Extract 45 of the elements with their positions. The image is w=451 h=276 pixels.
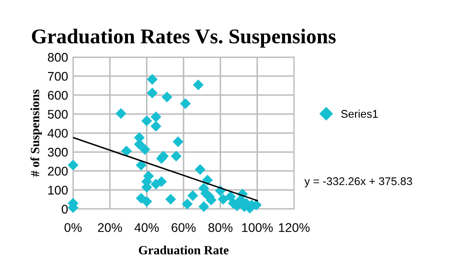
point bbox=[146, 88, 158, 98]
point bbox=[162, 92, 172, 102]
y-tick-label: 500 bbox=[48, 110, 68, 119]
x-tick-label: 100% bbox=[242, 223, 273, 232]
x-tick-label: 120% bbox=[279, 223, 310, 232]
x-tick-label: 0% bbox=[64, 223, 82, 232]
x-tick-label: 60% bbox=[172, 223, 196, 232]
chart-title: Graduation Rates Vs. Suspensions bbox=[32, 28, 336, 48]
point bbox=[156, 176, 167, 187]
text: y = -332.26x + 375.83 bbox=[304, 177, 412, 188]
y-tick-label: 200 bbox=[48, 166, 68, 176]
y-tick-label: 400 bbox=[48, 128, 68, 138]
point bbox=[187, 190, 198, 202]
point bbox=[141, 116, 152, 126]
y-tick-label: 700 bbox=[48, 72, 68, 81]
legend-label: Series1 bbox=[341, 110, 378, 118]
point bbox=[136, 160, 147, 170]
point bbox=[141, 196, 152, 207]
x-tick-label: 20% bbox=[98, 223, 122, 232]
y-tick-label: 300 bbox=[48, 148, 68, 157]
point bbox=[116, 108, 126, 119]
point bbox=[121, 146, 132, 156]
point bbox=[194, 164, 206, 175]
point bbox=[68, 160, 78, 170]
y-tick-label: 100 bbox=[48, 186, 68, 195]
point bbox=[150, 112, 162, 122]
point bbox=[192, 79, 204, 90]
point bbox=[140, 144, 150, 155]
point bbox=[170, 150, 182, 162]
x-tick-label: 80% bbox=[208, 223, 232, 232]
point bbox=[172, 136, 184, 148]
point bbox=[180, 98, 191, 109]
y-tick-label: 800 bbox=[48, 52, 68, 62]
point bbox=[150, 120, 162, 132]
point bbox=[143, 170, 154, 182]
point bbox=[146, 74, 158, 85]
point bbox=[165, 194, 176, 205]
y-axis-title: # of Suspensions bbox=[30, 90, 42, 177]
x-axis-title: Graduation Rate bbox=[138, 246, 229, 254]
point bbox=[218, 194, 229, 205]
y-tick-label: 0 bbox=[62, 204, 68, 214]
point bbox=[198, 201, 210, 212]
y-tick-label: 600 bbox=[48, 90, 68, 100]
point bbox=[182, 198, 193, 210]
x-tick-label: 40% bbox=[134, 223, 159, 232]
